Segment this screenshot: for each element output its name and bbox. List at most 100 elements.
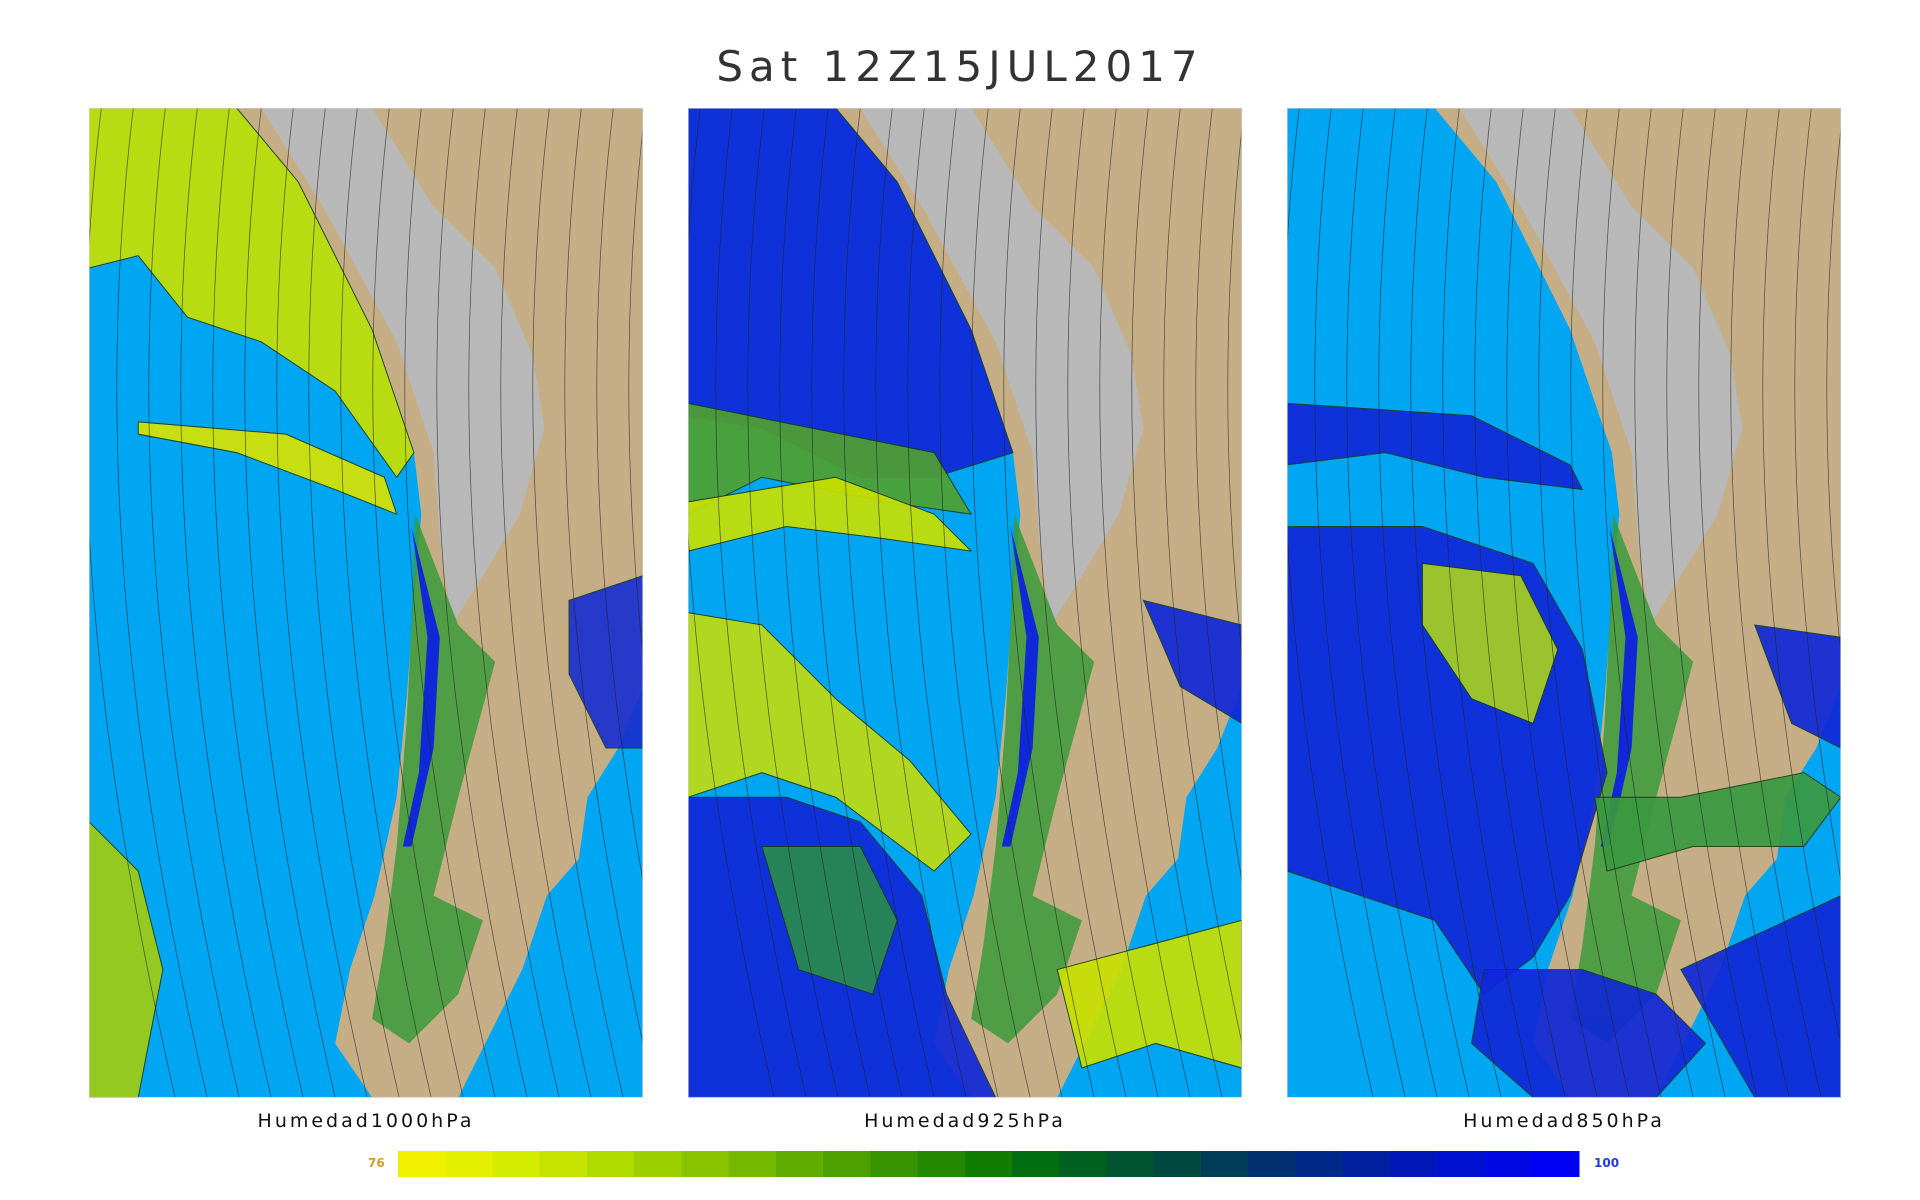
streamline <box>1035 108 1127 1098</box>
humidity-area <box>1680 895 1841 1098</box>
streamline <box>1410 108 1502 1098</box>
colorbar-swatch <box>964 1151 1013 1177</box>
humidity-area <box>1594 772 1841 872</box>
streamline <box>1378 108 1470 1098</box>
streamline <box>1666 108 1758 1098</box>
streamline <box>404 108 496 1098</box>
streamline <box>180 108 272 1098</box>
colorbar-swatch <box>728 1151 777 1177</box>
streamline <box>1314 108 1406 1098</box>
panel-label: Humedad1000hPa <box>257 1110 475 1132</box>
streamline <box>436 108 528 1098</box>
coastal-moisture <box>372 514 496 1044</box>
streamline <box>747 108 839 1098</box>
streamline <box>244 108 336 1098</box>
streamline <box>308 108 400 1098</box>
colorbar-swatch <box>823 1151 871 1177</box>
streamline <box>500 108 592 1098</box>
map-panel <box>89 108 643 1098</box>
humidity-area <box>1056 919 1242 1069</box>
humidity-area <box>761 845 898 995</box>
andes <box>1459 108 1743 625</box>
streamline <box>340 108 432 1098</box>
humidity-area <box>1287 402 1584 491</box>
streamline <box>971 108 1063 1098</box>
streamline <box>1826 126 1841 657</box>
humidity-area <box>568 575 643 749</box>
andes <box>860 108 1144 625</box>
streamline <box>1698 108 1790 1098</box>
colorbar-swatch <box>681 1151 730 1177</box>
colorbar-swatch <box>398 1151 446 1177</box>
colorbar-min: 76 <box>368 1156 385 1170</box>
streamline <box>1099 108 1191 1098</box>
colorbar-swatch <box>1437 1151 1486 1177</box>
humidity-area <box>688 612 972 872</box>
colorbar-swatch <box>1012 1151 1060 1177</box>
streamline <box>1163 108 1242 1045</box>
streamline <box>1570 108 1662 1098</box>
streamline <box>1762 108 1841 1045</box>
andes <box>261 108 545 625</box>
colorbar-swatch <box>1153 1151 1202 1177</box>
streamline <box>1474 108 1566 1098</box>
streamline <box>564 108 643 1045</box>
streamline <box>532 108 624 1098</box>
streamline <box>811 108 903 1098</box>
streamline <box>779 108 871 1098</box>
streamline <box>276 108 368 1098</box>
humidity-area <box>137 421 398 516</box>
moist-channel <box>402 526 440 847</box>
colorbar-swatch <box>539 1151 588 1177</box>
streamline <box>715 108 807 1098</box>
colorbar-swatch <box>1390 1151 1438 1177</box>
title: Sat 12Z15JUL2017 <box>716 42 1204 91</box>
humidity-area <box>1753 624 1841 749</box>
panel-label: Humedad850hPa <box>1463 1110 1665 1132</box>
colorbar-swatch <box>492 1151 541 1177</box>
colorbar-swatch <box>1342 1151 1391 1177</box>
map-panel <box>1287 108 1841 1098</box>
colorbar-swatch <box>1295 1151 1344 1177</box>
humidity-area <box>89 821 164 1098</box>
humidity-area <box>1142 599 1242 724</box>
panel-label: Humedad925hPa <box>864 1110 1066 1132</box>
humidity-area <box>1471 969 1707 1098</box>
colorbar-swatch <box>775 1151 824 1177</box>
colorbar-swatch <box>1106 1151 1155 1177</box>
streamline <box>212 108 304 1098</box>
streamline <box>1634 108 1726 1098</box>
streamline <box>468 108 560 1098</box>
streamline <box>1442 108 1534 1098</box>
streamline <box>1794 108 1841 883</box>
streamline <box>1067 108 1159 1098</box>
streamline <box>1602 108 1694 1098</box>
streamline <box>596 108 643 883</box>
moist-channel <box>1600 526 1638 847</box>
streamline <box>1506 108 1598 1098</box>
streamline <box>939 108 1031 1098</box>
streamline <box>1131 108 1223 1098</box>
humidity-area <box>688 476 973 552</box>
streamline <box>1227 126 1242 657</box>
streamline <box>628 126 643 657</box>
streamline <box>116 108 208 1098</box>
colorbar-swatch <box>1531 1151 1580 1177</box>
streamline <box>1346 108 1438 1098</box>
moist-channel <box>1001 526 1039 847</box>
streamline <box>1195 108 1242 883</box>
colorbar-swatch <box>1201 1151 1249 1177</box>
streamline <box>843 108 935 1098</box>
streamline <box>372 108 464 1098</box>
colorbar-swatch <box>1059 1151 1108 1177</box>
colorbar-swatch <box>445 1151 493 1177</box>
colorbar-swatch <box>634 1151 682 1177</box>
colorbar-swatch <box>917 1151 966 1177</box>
streamline <box>1003 108 1095 1098</box>
streamline <box>875 108 967 1098</box>
streamline <box>1538 108 1630 1098</box>
colorbar-swatch <box>1484 1151 1533 1177</box>
colorbar-swatch <box>870 1151 919 1177</box>
